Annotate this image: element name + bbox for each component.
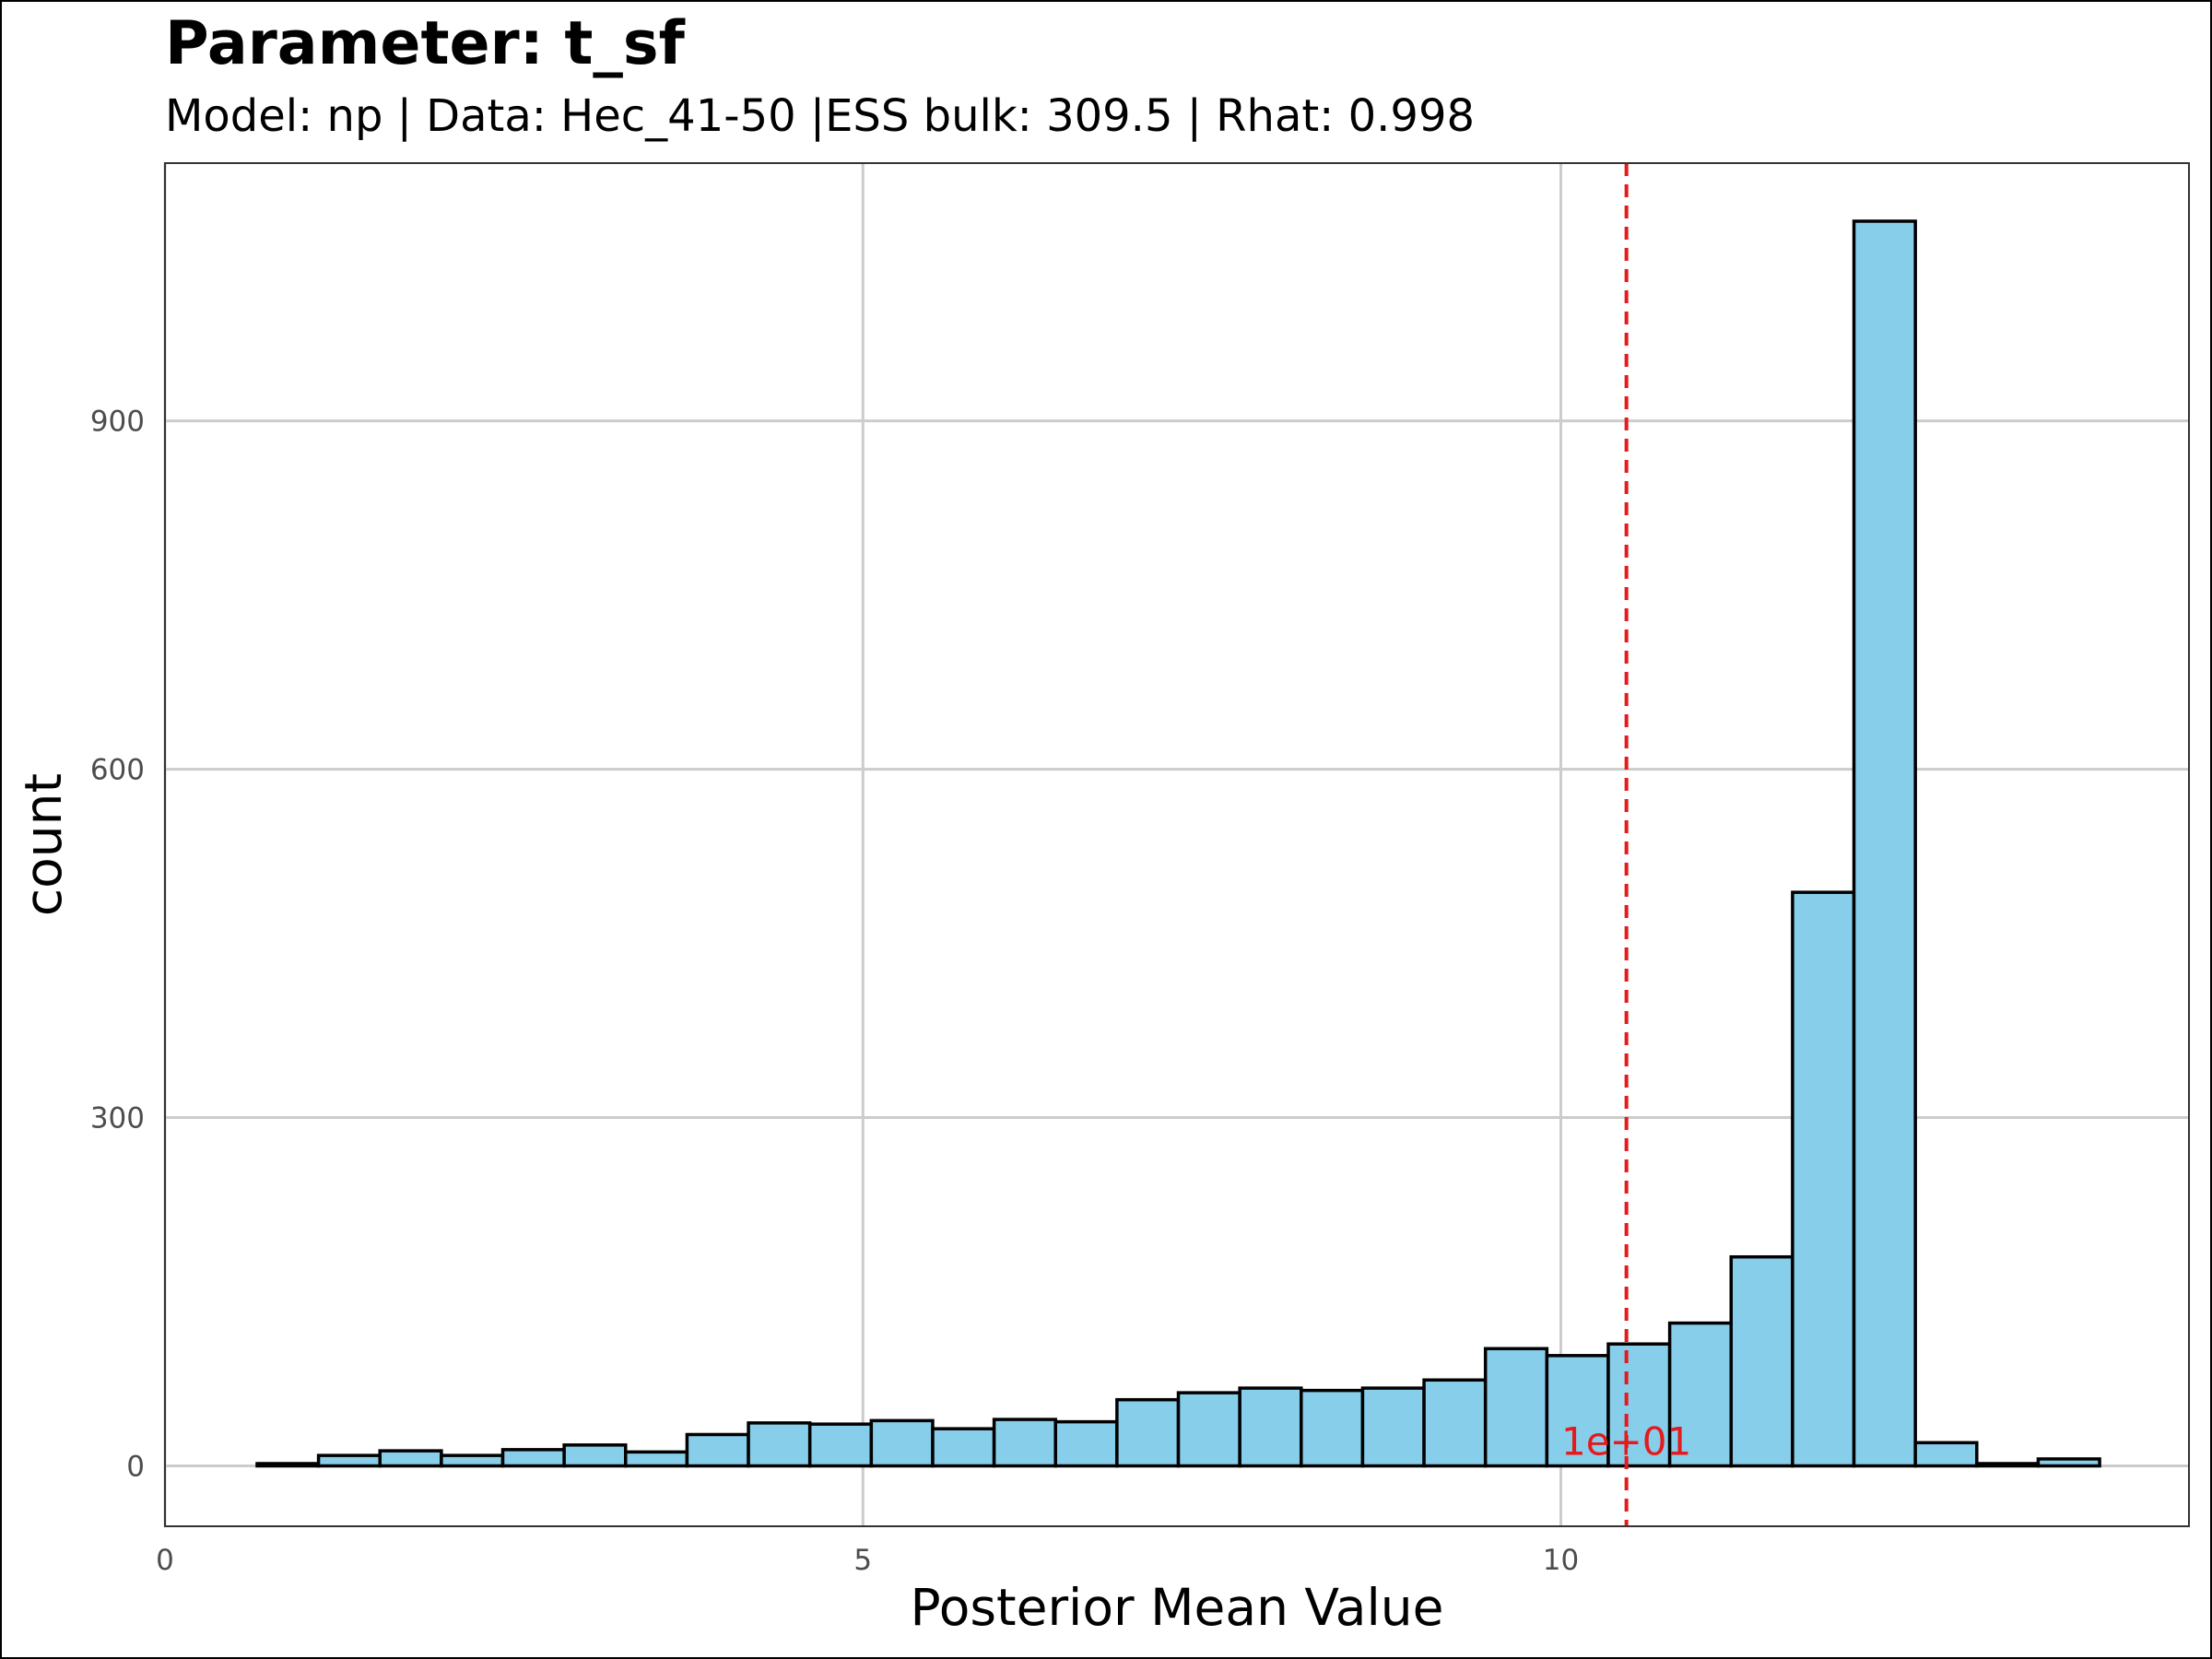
histogram-bar [807, 1422, 874, 1468]
y-tick-label: 300 [90, 1102, 145, 1135]
histogram-bar [1606, 1342, 1672, 1468]
chart-subtitle: Model: np | Data: Hec_41-50 |ESS bulk: 3… [165, 90, 1476, 142]
reference-line-label: 1e+01 [1561, 1418, 1691, 1464]
histogram-bar [1422, 1378, 1488, 1468]
histogram-bar [1238, 1386, 1303, 1468]
histogram-bar [1852, 219, 1917, 1468]
histogram-bar [1483, 1347, 1549, 1468]
histogram-bar [1300, 1388, 1365, 1468]
reference-line-group: 1e+01 [1561, 163, 1691, 1526]
x-tick-label: 10 [1543, 1544, 1579, 1577]
histogram-bar [1975, 1462, 2041, 1468]
histogram-bars [255, 219, 2101, 1468]
histogram-bar [500, 1448, 566, 1468]
histogram-bar [2036, 1457, 2101, 1468]
y-tick-label: 0 [126, 1450, 145, 1483]
histogram-bar [1115, 1397, 1181, 1468]
histogram-bar [255, 1462, 321, 1468]
chart-title: Parameter: t_sf [165, 9, 685, 78]
histogram-bar [931, 1427, 996, 1468]
histogram-bar [1729, 1254, 1794, 1468]
y-axis-title: count [14, 773, 73, 916]
histogram-bar [1360, 1386, 1426, 1468]
histogram-bar [1667, 1321, 1733, 1468]
plot-panel-border [164, 162, 2190, 1527]
x-axis-title: Posterior Mean Value [911, 1578, 1444, 1637]
histogram-bar [1791, 890, 1856, 1468]
histogram-bar [992, 1418, 1057, 1468]
y-tick-label: 900 [90, 406, 145, 439]
histogram-bar [747, 1421, 812, 1468]
histogram-bar [1913, 1441, 1979, 1468]
histogram-bar [316, 1453, 382, 1468]
histogram-bar [378, 1449, 443, 1468]
histogram-bar [685, 1432, 750, 1468]
histogram-bar [624, 1450, 689, 1468]
axis-ticks: 0 300 600 900 0 5 10 [90, 406, 1579, 1577]
histogram-bar [562, 1443, 628, 1468]
histogram-bar [1545, 1354, 1610, 1468]
x-tick-label: 5 [853, 1544, 872, 1577]
histogram-bar [869, 1418, 935, 1468]
histogram-bar [1053, 1419, 1119, 1468]
histogram-bar [440, 1453, 505, 1468]
histogram-bar [1176, 1391, 1241, 1468]
y-tick-label: 600 [90, 754, 145, 787]
x-tick-label: 0 [156, 1544, 174, 1577]
